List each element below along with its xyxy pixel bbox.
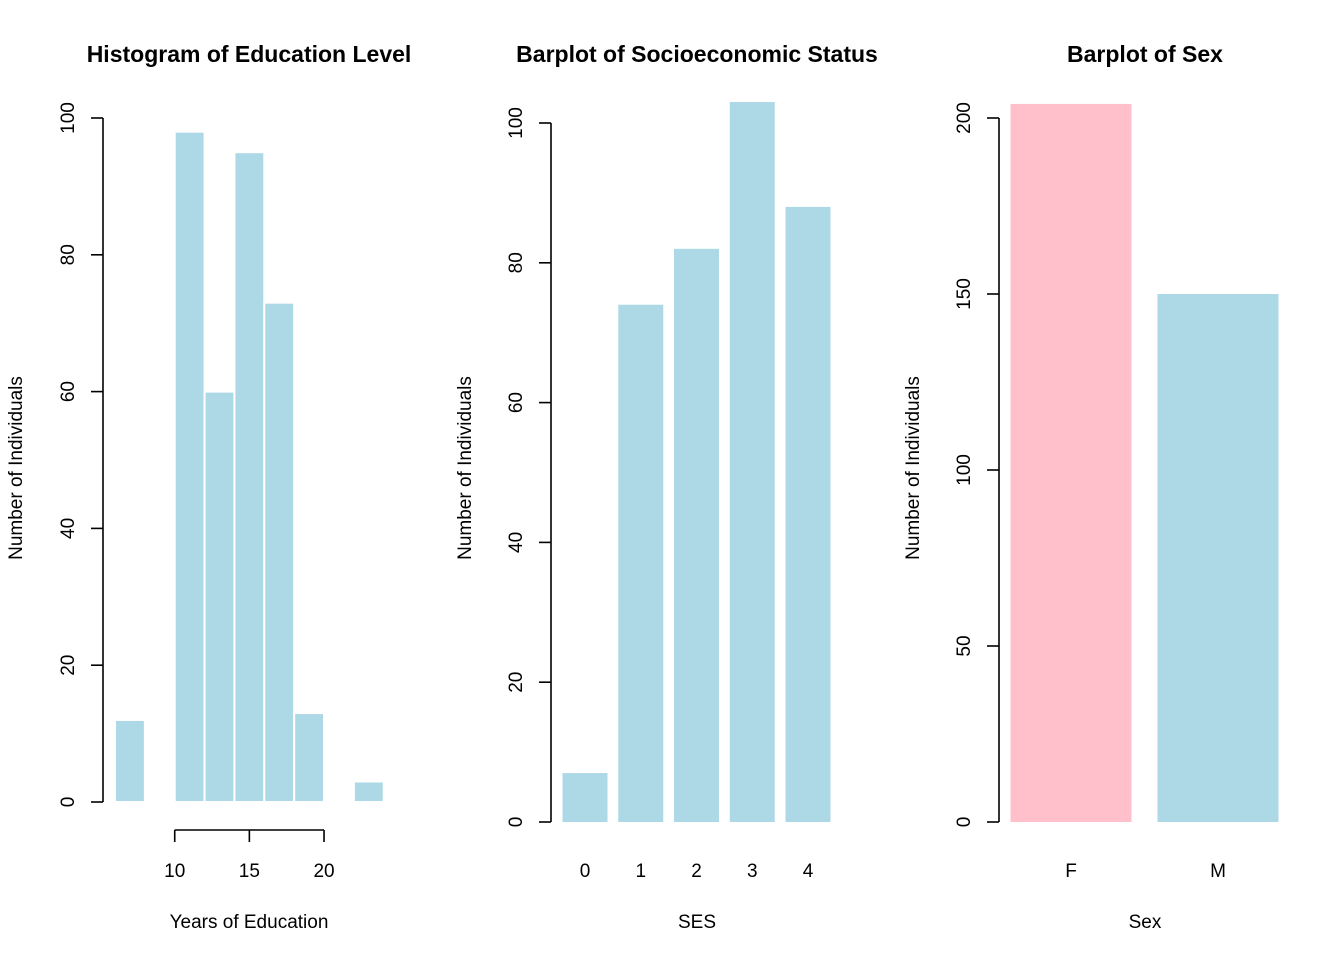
ses-bar	[729, 102, 775, 822]
y-axis: 0 20 40 60 80 100	[506, 107, 552, 828]
sex-bar	[1157, 294, 1279, 822]
sex-bar	[1010, 103, 1132, 823]
y-tick-label: 0	[506, 817, 527, 828]
x-tick-label: 2	[691, 861, 702, 882]
y-tick-label: 100	[506, 107, 527, 139]
chart-title: Barplot of Socioeconomic Status	[516, 41, 878, 67]
sex-bars	[1010, 103, 1279, 823]
y-tick-label: 100	[954, 454, 975, 486]
histogram-bar	[352, 780, 385, 803]
x-axis-label: Sex	[1129, 912, 1162, 933]
ses-bar	[618, 304, 664, 822]
y-tick-label: 0	[58, 797, 79, 808]
education-histogram: Histogram of Education Level Years of Ed…	[6, 41, 411, 933]
y-axis: 0 50 100 150 200	[954, 102, 1000, 828]
ses-bars	[562, 102, 831, 822]
y-tick-label: 80	[58, 244, 79, 265]
ses-bar	[785, 206, 831, 822]
x-tick-label: F	[1065, 861, 1077, 882]
histogram-bar	[263, 301, 296, 803]
y-tick-label: 50	[954, 635, 975, 656]
histogram-bar	[233, 151, 266, 803]
y-tick-label: 20	[58, 655, 79, 676]
y-tick-label: 150	[954, 278, 975, 310]
histogram-bar	[173, 130, 206, 803]
histogram-bar	[114, 718, 146, 803]
chart-title: Barplot of Sex	[1067, 41, 1223, 67]
x-axis-label: Years of Education	[170, 912, 329, 933]
x-tick-label: 20	[313, 861, 334, 882]
y-tick-label: 20	[506, 672, 527, 693]
x-tick-label: 3	[747, 861, 758, 882]
y-axis-label: Number of Individuals	[6, 376, 27, 560]
y-tick-label: 40	[506, 532, 527, 553]
chart-title: Histogram of Education Level	[87, 41, 412, 67]
y-tick-label: 60	[506, 392, 527, 413]
y-tick-label: 200	[954, 102, 975, 134]
y-tick-label: 40	[58, 518, 79, 539]
x-tick-label: 1	[635, 861, 646, 882]
histogram-bar	[293, 712, 326, 804]
ses-bar	[562, 773, 608, 822]
y-tick-label: 60	[58, 381, 79, 402]
ses-barplot: Barplot of Socioeconomic Status SES Numb…	[455, 41, 878, 933]
x-tick-label: 15	[239, 861, 260, 882]
y-tick-label: 100	[58, 102, 79, 134]
y-axis-label: Number of Individuals	[903, 376, 924, 560]
y-axis-label: Number of Individuals	[455, 376, 476, 560]
y-tick-label: 80	[506, 252, 527, 273]
x-tick-label: 10	[164, 861, 185, 882]
sex-barplot: Barplot of Sex Sex Number of Individuals…	[903, 41, 1279, 933]
x-axis: 10 15 20	[164, 829, 335, 882]
x-axis-label: SES	[678, 912, 716, 933]
y-tick-label: 0	[954, 817, 975, 828]
histogram-bar	[203, 390, 236, 803]
y-axis: 0 20 40 60 80 100	[58, 102, 104, 808]
x-tick-label: 0	[580, 861, 591, 882]
x-tick-label: 4	[803, 861, 814, 882]
x-tick-label: M	[1210, 861, 1226, 882]
histogram-bars	[114, 130, 385, 804]
ses-bar	[674, 248, 719, 822]
x-axis: 0 1 2 3 4	[580, 861, 814, 882]
